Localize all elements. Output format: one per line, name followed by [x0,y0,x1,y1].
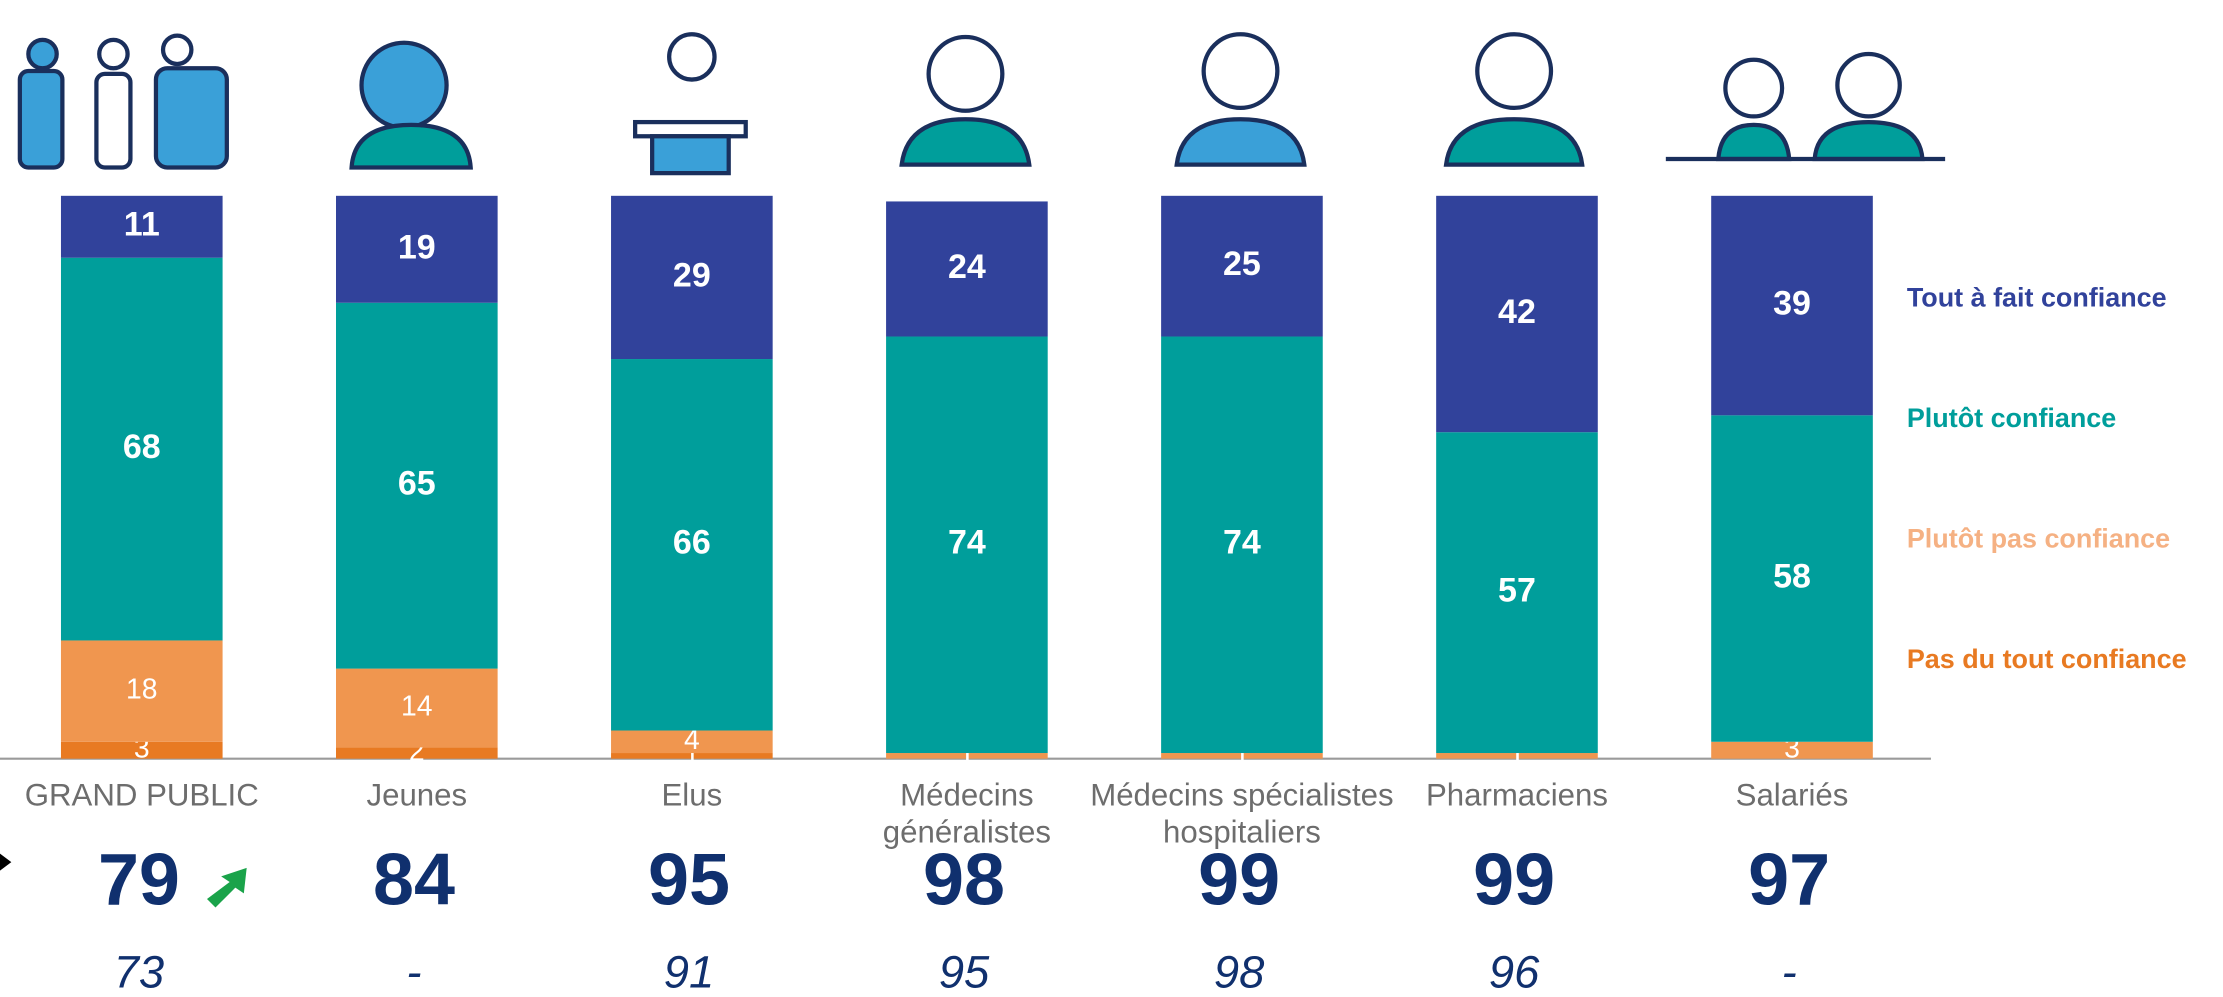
data-label: 66 [673,524,711,562]
icon [1475,32,1554,111]
icon [1174,117,1307,167]
icon [1835,51,1902,119]
data-label: 14 [401,690,433,722]
data-label: 74 [948,524,986,562]
bar-segment [886,753,1048,759]
bar-segment [1161,753,1323,759]
x-tick-label: Pharmaciens [1425,777,1608,813]
bar-segment [611,359,773,731]
icon [1201,32,1280,111]
icon [349,122,473,170]
category-label: GRAND PUBLIC [24,777,259,813]
bar-segment [60,195,223,258]
bar-segment [886,201,1048,337]
total: 99 [1473,837,1555,920]
previous-total: 91 [664,947,714,997]
data-label: 74 [1223,524,1261,562]
previous-total: 73 [114,947,164,997]
data-label: 65 [398,465,436,503]
bar-segment [886,336,1048,754]
bar-segment [611,195,773,360]
bar-segment [1711,415,1873,742]
previous-total: - [1782,947,1797,997]
total: 79 [98,837,180,920]
data-label: 19 [398,228,436,266]
category-label: Médecins spécialistes hospitaliers [1090,777,1394,850]
category-label: Salariés [1735,777,1849,813]
bar-segment [1436,195,1598,433]
data-label: 39 [1773,285,1811,323]
bar-segment [1161,195,1323,337]
icon [359,40,449,130]
bar-segment [60,741,223,759]
icon [1723,57,1785,119]
total: 99 [1198,837,1280,920]
icon [17,68,65,170]
bar-segment [1161,336,1323,754]
category-label: Elus [661,777,723,813]
bar-segment [336,302,498,669]
icons [17,32,1946,176]
legend-label: Plutôt confiance [1907,403,2116,433]
x-tick-label: Médecins généralistes [882,777,1051,850]
total: 98 [923,837,1005,920]
bar-segment [1711,741,1873,759]
icon [926,34,1005,113]
previous-total: 95 [939,947,990,997]
bar-segment [1711,195,1873,416]
bar-segment [611,753,773,759]
category-label: Pharmaciens [1425,777,1608,813]
bar-segment [60,640,223,742]
data-label: 24 [948,248,986,286]
total: 95 [648,837,730,920]
x-tick-label: Médecins spécialistes hospitaliers [1090,777,1394,850]
legend-label: Tout à fait confiance [1907,282,2167,312]
data-label: 57 [1498,572,1536,610]
icon [26,37,59,71]
previous-total: 98 [1214,947,1264,997]
icon [899,117,1032,167]
icon [1715,122,1792,162]
data-label: 42 [1498,293,1536,331]
x-tick-label: GRAND PUBLIC [24,777,259,813]
icon [153,66,229,170]
data-label: 11 [124,206,160,244]
bar-segment [336,195,498,303]
data-label: 25 [1223,245,1261,283]
icon [1812,119,1925,162]
legend-label: Pas du tout confiance [1907,644,2187,674]
category-label: Jeunes [366,777,468,813]
icon [97,37,130,71]
up-arrow [206,867,247,908]
bar-segment [336,668,498,748]
icon [94,71,133,170]
x-tick-label: Jeunes [366,777,468,813]
data-label: 58 [1773,558,1811,596]
icon [667,32,717,82]
pointer [0,853,12,871]
data-label: 68 [123,428,161,466]
data-label: 18 [126,674,158,706]
bar-segment [1436,753,1598,759]
icon [160,33,194,67]
data-label: 4 [684,724,700,756]
total: 84 [373,837,455,920]
bar-segment [1436,432,1598,754]
x-tick-label: Salariés [1735,777,1849,813]
total: 97 [1748,837,1830,920]
legend-label: Plutôt pas confiance [1907,523,2170,553]
x-tick-label: Elus [661,777,723,813]
data-label: 29 [673,256,711,294]
bar-segment [611,730,773,754]
category-label: Médecins généralistes [882,777,1051,850]
bar-segment [60,257,223,641]
bar-segment [336,747,498,759]
icon [1443,117,1585,167]
previous-total: 96 [1489,947,1540,997]
previous-total: - [406,947,421,997]
icon [650,134,731,176]
